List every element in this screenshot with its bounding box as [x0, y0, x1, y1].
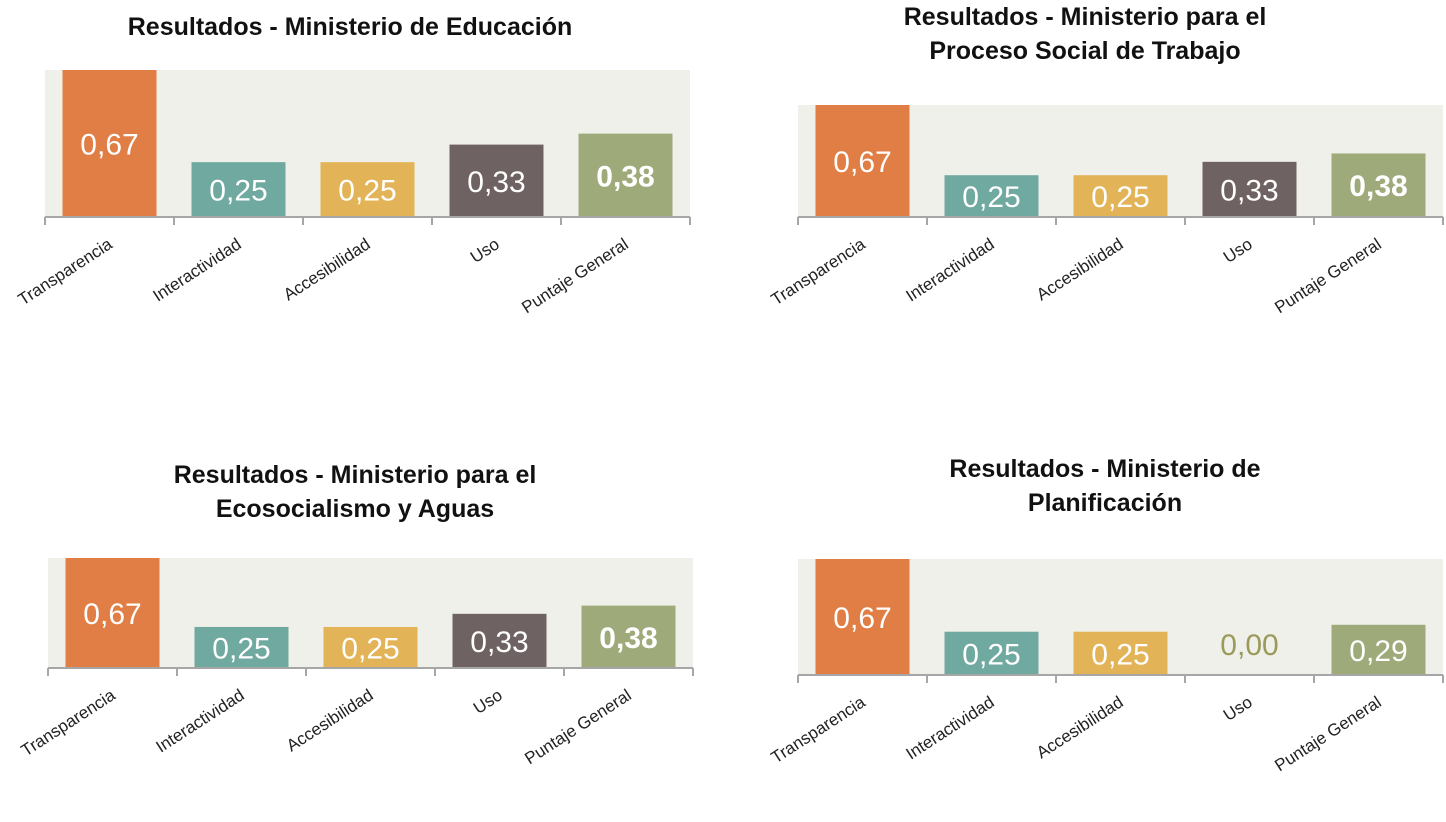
- category-label: Uso: [1220, 692, 1256, 724]
- chart-title: Resultados - Ministerio para el Proceso …: [903, 3, 1267, 65]
- category-label: Uso: [1220, 234, 1256, 266]
- chart-title: Resultados - Ministerio para el Ecosocia…: [173, 461, 537, 523]
- bar: [320, 162, 415, 217]
- bar: [1073, 175, 1168, 217]
- data-label: 0,38: [596, 160, 654, 193]
- data-label: 0,29: [1349, 635, 1407, 668]
- bar: [815, 105, 910, 217]
- data-label: 0,67: [833, 602, 891, 635]
- bar: [944, 175, 1039, 217]
- bar: [1331, 153, 1426, 217]
- bar: [581, 605, 676, 668]
- bar-chart: 0,67 Transparencia 0,25 Interactividad 0,25 A…: [18, 558, 694, 768]
- bar: [194, 626, 289, 668]
- data-label: 0,38: [1349, 170, 1407, 203]
- bar: [1073, 631, 1168, 675]
- bar: [1331, 624, 1426, 675]
- data-label: 0,38: [599, 622, 657, 655]
- data-label: 0,67: [83, 598, 141, 631]
- data-label: 0,25: [209, 175, 267, 208]
- bar: [62, 70, 157, 217]
- category-label: Accesibilidad: [1033, 692, 1127, 762]
- data-label: 0,33: [470, 626, 528, 659]
- chart-panel-educacion: Resultados - Ministerio de Educación 0,6…: [0, 0, 720, 400]
- category-label: Interactividad: [150, 234, 245, 305]
- category-label: Accesibilidad: [283, 685, 377, 755]
- data-label: 0,25: [962, 181, 1020, 214]
- category-label: Interactividad: [903, 234, 998, 305]
- category-label: Accesibilidad: [1033, 234, 1127, 304]
- chart-panel-proceso-social-trabajo: Resultados - Ministerio para el Proceso …: [725, 0, 1446, 400]
- category-label: Transparencia: [15, 234, 116, 309]
- bar-chart: 0,67 Transparencia 0,25 Interactividad 0,25 A…: [768, 105, 1444, 317]
- bar-chart: 0,67 Transparencia 0,25 Interactividad 0,25 A…: [768, 559, 1444, 775]
- data-label: 0,25: [1091, 638, 1149, 671]
- chart-panel-planificacion: Resultados - Ministerio de Planificación…: [725, 422, 1446, 822]
- category-label: Puntaje General: [518, 234, 631, 317]
- chart-title: Resultados - Ministerio de Planificación: [949, 455, 1261, 517]
- data-label: 0,25: [212, 632, 270, 665]
- chart-title: Resultados - Ministerio de Educación: [127, 13, 573, 41]
- category-label: Puntaje General: [521, 685, 634, 768]
- bar: [944, 631, 1039, 675]
- bar: [323, 626, 418, 668]
- category-label: Transparencia: [768, 234, 869, 309]
- bar: [452, 613, 547, 668]
- category-label: Interactividad: [903, 692, 998, 763]
- category-label: Uso: [467, 234, 503, 266]
- category-label: Puntaje General: [1271, 234, 1384, 317]
- bar-chart: 0,67 Transparencia 0,25 Interactividad 0,25 A…: [15, 70, 691, 317]
- bar: [578, 133, 673, 217]
- bar: [65, 558, 160, 668]
- data-label: 0,67: [833, 146, 891, 179]
- bar: [1202, 161, 1297, 217]
- category-label: Transparencia: [18, 685, 119, 760]
- chart-panel-ecosocialismo-aguas: Resultados - Ministerio para el Ecosocia…: [0, 422, 720, 822]
- data-label: 0,67: [80, 129, 138, 162]
- bar: [815, 559, 910, 675]
- category-label: Uso: [470, 685, 506, 717]
- bar: [191, 162, 286, 217]
- data-label: 0,25: [338, 175, 396, 208]
- category-label: Puntaje General: [1271, 692, 1384, 775]
- bar: [449, 144, 544, 217]
- data-label: 0,33: [1220, 174, 1278, 207]
- data-label: 0,25: [341, 632, 399, 665]
- category-label: Transparencia: [768, 692, 869, 767]
- data-label: 0,00: [1220, 629, 1278, 662]
- data-label: 0,33: [467, 166, 525, 199]
- data-label: 0,25: [962, 638, 1020, 671]
- category-label: Interactividad: [153, 685, 248, 756]
- data-label: 0,25: [1091, 181, 1149, 214]
- category-label: Accesibilidad: [280, 234, 374, 304]
